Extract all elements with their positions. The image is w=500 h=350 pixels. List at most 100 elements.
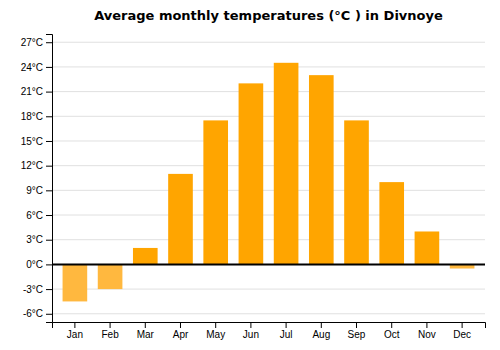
- x-tick-label: Aug: [312, 329, 330, 340]
- bar: [239, 83, 264, 264]
- y-tick: -6°C: [23, 308, 52, 319]
- y-tick-label: 6°C: [26, 210, 43, 221]
- grid: [52, 42, 485, 314]
- y-axis-line: [46, 35, 53, 323]
- x-tick-mark: [426, 322, 427, 328]
- bar: [133, 248, 158, 264]
- x-tick: Sep: [348, 322, 366, 340]
- y-tick-label: 24°C: [21, 62, 43, 73]
- y-tick: -3°C: [23, 284, 52, 295]
- bar: [63, 264, 88, 301]
- grid-line: [52, 66, 485, 67]
- x-axis: Jan Feb Mar Apr May Jun Jul Aug Sep Oct Nov Dec: [53, 322, 486, 340]
- x-tick-mark: [356, 322, 357, 328]
- x-tick: Nov: [418, 322, 436, 340]
- x-tick: May: [206, 322, 225, 340]
- x-tick: Mar: [137, 322, 155, 340]
- x-tick: Jan: [67, 322, 83, 340]
- x-tick: Jul: [280, 322, 293, 340]
- x-tick-label: Sep: [348, 329, 366, 340]
- y-tick: 27°C: [21, 37, 52, 48]
- grid-line: [52, 91, 485, 92]
- y-tick-mark: [46, 42, 52, 43]
- y-tick-label: 9°C: [26, 185, 43, 196]
- y-tick-label: 0°C: [26, 259, 43, 270]
- bar: [203, 120, 228, 264]
- y-tick-label: -6°C: [23, 308, 43, 319]
- grid-line: [52, 313, 485, 314]
- x-tick-label: Oct: [384, 329, 400, 340]
- x-tick-label: Mar: [137, 329, 155, 340]
- y-tick-label: 18°C: [21, 111, 43, 122]
- y-tick: 21°C: [21, 86, 52, 97]
- bar: [344, 120, 369, 264]
- y-tick: 24°C: [21, 62, 52, 73]
- y-tick-label: 15°C: [21, 136, 43, 147]
- y-tick-label: 3°C: [26, 234, 43, 245]
- x-tick-label: Dec: [453, 329, 471, 340]
- y-tick-mark: [46, 264, 52, 265]
- grid-line: [52, 264, 485, 265]
- y-tick-label: 27°C: [21, 37, 43, 48]
- y-tick-mark: [46, 289, 52, 290]
- x-tick-mark: [286, 322, 287, 328]
- x-tick: Oct: [384, 322, 400, 340]
- bars: [52, 63, 485, 302]
- x-tick-mark: [74, 322, 75, 328]
- y-tick: 6°C: [26, 210, 52, 221]
- x-tick: Dec: [453, 322, 471, 340]
- bar: [309, 75, 334, 264]
- x-tick-label: Feb: [101, 329, 119, 340]
- plot: Jan Feb Mar Apr May Jun Jul Aug Sep Oct Nov Dec -6°C…: [21, 35, 486, 341]
- x-tick-label: Jun: [243, 329, 259, 340]
- y-tick-mark: [46, 116, 52, 117]
- x-tick-mark: [321, 322, 322, 328]
- grid-line: [52, 42, 485, 43]
- y-tick-mark: [46, 215, 52, 216]
- bar: [415, 231, 440, 264]
- y-tick-label: 12°C: [21, 160, 43, 171]
- grid-line: [52, 190, 485, 191]
- x-tick: Feb: [101, 322, 119, 340]
- y-axis: -6°C -3°C 0°C 3°C 6°C 9°C 12°C 15°C 18°C 21°C 24°C…: [21, 35, 53, 323]
- x-tick-mark: [180, 322, 181, 328]
- y-tick-mark: [46, 240, 52, 241]
- x-tick-label: Apr: [173, 329, 189, 340]
- title: Average monthly temperatures (°C ) in Di…: [94, 8, 443, 23]
- x-axis-line: [53, 323, 486, 329]
- y-tick: 12°C: [21, 160, 52, 171]
- y-tick: 15°C: [21, 136, 52, 147]
- y-tick-mark: [46, 166, 52, 167]
- x-tick-mark: [110, 322, 111, 328]
- y-tick-mark: [46, 141, 52, 142]
- x-tick: Aug: [312, 322, 330, 340]
- x-tick: Jun: [243, 322, 259, 340]
- zero-line: [52, 263, 485, 265]
- x-tick-mark: [391, 322, 392, 328]
- y-tick-mark: [46, 92, 52, 93]
- bar: [274, 63, 299, 265]
- x-tick-label: Jan: [67, 329, 83, 340]
- x-tick-mark: [145, 322, 146, 328]
- x-tick: Apr: [173, 322, 189, 340]
- x-tick-mark: [250, 322, 251, 328]
- y-tick-label: 21°C: [21, 86, 43, 97]
- x-tick-label: Jul: [280, 329, 293, 340]
- x-tick-label: Nov: [418, 329, 436, 340]
- y-tick: 18°C: [21, 111, 52, 122]
- y-tick: 0°C: [26, 259, 52, 270]
- y-tick: 9°C: [26, 185, 52, 196]
- chart: Jan Feb Mar Apr May Jun Jul Aug Sep Oct Nov Dec -6°C…: [0, 0, 500, 350]
- y-tick-mark: [46, 314, 52, 315]
- y-tick-label: -3°C: [23, 284, 43, 295]
- bar: [98, 264, 123, 289]
- bar: [379, 182, 404, 264]
- grid-line: [52, 116, 485, 117]
- grid-line: [52, 165, 485, 166]
- x-tick-label: May: [206, 329, 225, 340]
- x-tick-mark: [215, 322, 216, 328]
- y-tick: 3°C: [26, 234, 52, 245]
- y-tick-mark: [46, 67, 52, 68]
- grid-line: [52, 215, 485, 216]
- x-tick-mark: [462, 322, 463, 328]
